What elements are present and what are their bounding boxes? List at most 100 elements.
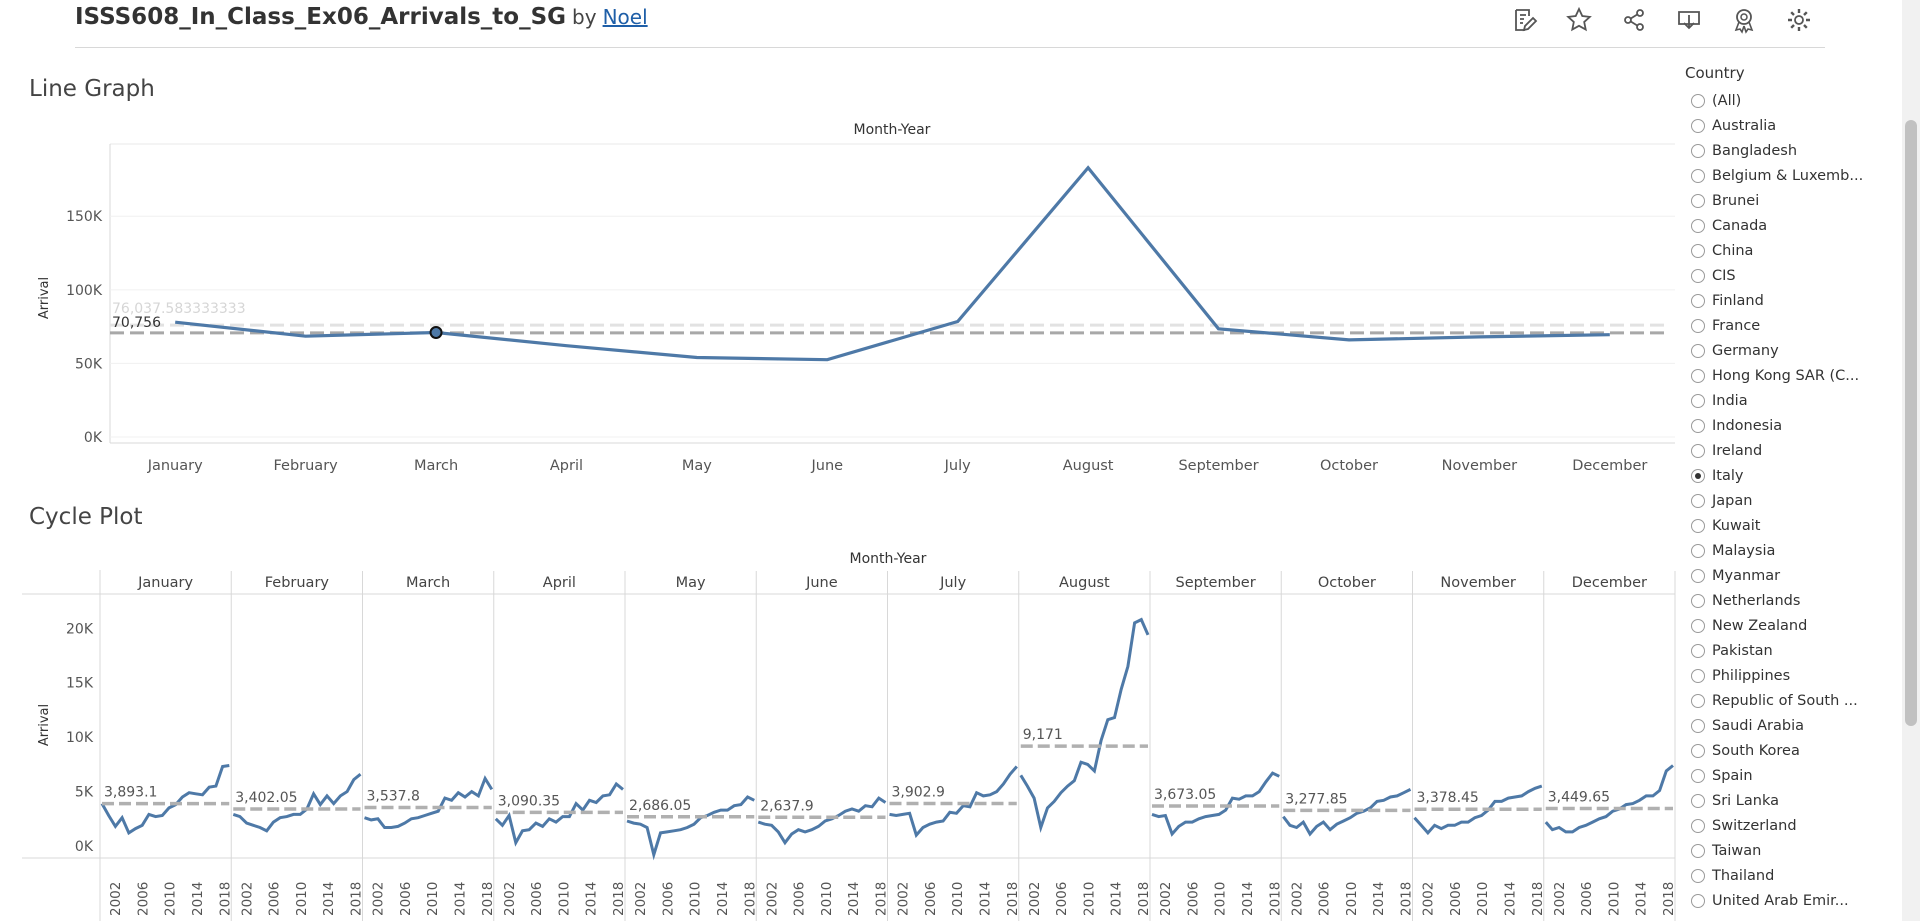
- country-option[interactable]: Sri Lanka: [1685, 788, 1885, 813]
- radio-button-icon[interactable]: [1691, 568, 1705, 583]
- badge-icon[interactable]: [1730, 6, 1758, 34]
- country-option[interactable]: Netherlands: [1685, 588, 1885, 613]
- month-header: July: [939, 575, 966, 591]
- scrollbar-thumb[interactable]: [1905, 120, 1917, 726]
- settings-gear-icon[interactable]: [1785, 6, 1813, 34]
- month-series-line[interactable]: [1151, 771, 1280, 837]
- radio-button-icon[interactable]: [1691, 93, 1705, 108]
- country-option[interactable]: Taiwan: [1685, 838, 1885, 863]
- country-option[interactable]: Germany: [1685, 338, 1885, 363]
- country-option[interactable]: Myanmar: [1685, 563, 1885, 588]
- country-option[interactable]: Republic of South ...: [1685, 688, 1885, 713]
- radio-button-icon[interactable]: [1691, 768, 1705, 783]
- country-option[interactable]: Italy: [1685, 463, 1885, 488]
- radio-button-icon[interactable]: [1691, 493, 1705, 508]
- country-option-label: CIS: [1712, 267, 1736, 284]
- arrival-line[interactable]: [175, 165, 1610, 362]
- radio-button-icon[interactable]: [1691, 418, 1705, 433]
- month-average-label: 3,090.35: [498, 793, 560, 809]
- country-option[interactable]: Thailand: [1685, 863, 1885, 888]
- country-option[interactable]: CIS: [1685, 263, 1885, 288]
- radio-button-icon[interactable]: [1691, 893, 1705, 908]
- radio-button-icon[interactable]: [1691, 143, 1705, 158]
- radio-button-icon[interactable]: [1691, 468, 1705, 483]
- radio-button-icon[interactable]: [1691, 643, 1705, 658]
- download-icon[interactable]: [1675, 6, 1703, 34]
- radio-button-icon[interactable]: [1691, 543, 1705, 558]
- month-series-line[interactable]: [1413, 784, 1543, 836]
- month-series-line[interactable]: [232, 773, 362, 833]
- x-tick-label: June: [811, 458, 844, 474]
- country-option[interactable]: Finland: [1685, 288, 1885, 313]
- radio-button-icon[interactable]: [1691, 343, 1705, 358]
- country-option[interactable]: Saudi Arabia: [1685, 713, 1885, 738]
- month-series-line[interactable]: [889, 765, 1018, 839]
- country-option[interactable]: China: [1685, 238, 1885, 263]
- month-series-line[interactable]: [626, 795, 755, 861]
- country-option[interactable]: Japan: [1685, 488, 1885, 513]
- country-option[interactable]: Ireland: [1685, 438, 1885, 463]
- month-series-line[interactable]: [1282, 788, 1412, 837]
- country-option[interactable]: Hong Kong SAR (C...: [1685, 363, 1885, 388]
- country-option[interactable]: India: [1685, 388, 1885, 413]
- radio-button-icon[interactable]: [1691, 743, 1705, 758]
- radio-button-icon[interactable]: [1691, 218, 1705, 233]
- radio-button-icon[interactable]: [1691, 618, 1705, 633]
- country-option[interactable]: New Zealand: [1685, 613, 1885, 638]
- radio-button-icon[interactable]: [1691, 193, 1705, 208]
- country-option[interactable]: Canada: [1685, 213, 1885, 238]
- radio-button-icon[interactable]: [1691, 668, 1705, 683]
- month-series-line[interactable]: [100, 764, 230, 836]
- country-option[interactable]: Philippines: [1685, 663, 1885, 688]
- favorite-star-icon[interactable]: [1565, 6, 1593, 34]
- country-option[interactable]: Brunei: [1685, 188, 1885, 213]
- country-option[interactable]: Malaysia: [1685, 538, 1885, 563]
- country-option[interactable]: Kuwait: [1685, 513, 1885, 538]
- country-option[interactable]: France: [1685, 313, 1885, 338]
- edit-icon[interactable]: [1510, 6, 1538, 34]
- radio-button-icon[interactable]: [1691, 268, 1705, 283]
- radio-button-icon[interactable]: [1691, 693, 1705, 708]
- radio-button-icon[interactable]: [1691, 318, 1705, 333]
- radio-button-icon[interactable]: [1691, 518, 1705, 533]
- country-option[interactable]: (All): [1685, 88, 1885, 113]
- country-option-label: Germany: [1712, 342, 1779, 359]
- country-option-label: United Arab Emir...: [1712, 892, 1849, 909]
- country-option[interactable]: Spain: [1685, 763, 1885, 788]
- radio-button-icon[interactable]: [1691, 118, 1705, 133]
- radio-button-icon[interactable]: [1691, 843, 1705, 858]
- radio-button-icon[interactable]: [1691, 368, 1705, 383]
- radio-button-icon[interactable]: [1691, 393, 1705, 408]
- radio-button-icon[interactable]: [1691, 168, 1705, 183]
- share-icon[interactable]: [1620, 6, 1648, 34]
- radio-button-icon[interactable]: [1691, 293, 1705, 308]
- month-series-line[interactable]: [757, 796, 887, 846]
- radio-button-icon[interactable]: [1691, 593, 1705, 608]
- country-option[interactable]: Australia: [1685, 113, 1885, 138]
- radio-button-icon[interactable]: [1691, 818, 1705, 833]
- month-series-line[interactable]: [1544, 764, 1674, 834]
- country-option[interactable]: United Arab Emir...: [1685, 888, 1885, 913]
- vertical-scrollbar[interactable]: [1902, 0, 1920, 921]
- country-option[interactable]: Bangladesh: [1685, 138, 1885, 163]
- cycle-panel: July 3,902.9 2002 2006 2010 2014 2018: [889, 571, 1021, 921]
- country-option[interactable]: Switzerland: [1685, 813, 1885, 838]
- country-option[interactable]: Indonesia: [1685, 413, 1885, 438]
- year-tick-label: 2006: [1317, 882, 1333, 916]
- radio-button-icon[interactable]: [1691, 793, 1705, 808]
- highlighted-data-point[interactable]: [429, 326, 443, 340]
- country-option-label: Belgium & Luxemb...: [1712, 167, 1864, 184]
- month-series-line[interactable]: [494, 781, 624, 847]
- country-option[interactable]: Pakistan: [1685, 638, 1885, 663]
- radio-button-icon[interactable]: [1691, 243, 1705, 258]
- author-link[interactable]: Noel: [602, 5, 648, 29]
- month-series-line[interactable]: [1019, 617, 1150, 833]
- month-header: May: [676, 575, 706, 591]
- radio-button-icon[interactable]: [1691, 868, 1705, 883]
- country-option[interactable]: Belgium & Luxemb...: [1685, 163, 1885, 188]
- radio-button-icon[interactable]: [1691, 718, 1705, 733]
- month-series-line[interactable]: [364, 775, 494, 829]
- country-option[interactable]: South Korea: [1685, 738, 1885, 763]
- radio-button-icon[interactable]: [1691, 443, 1705, 458]
- year-tick-label: 2010: [1475, 882, 1491, 916]
